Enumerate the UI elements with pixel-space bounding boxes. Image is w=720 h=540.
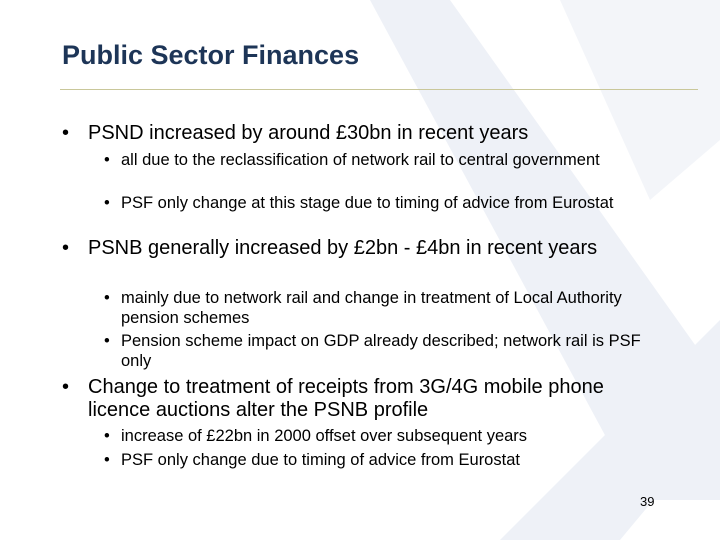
bullet: • PSND increased by around £30bn in recen… xyxy=(62,122,642,145)
bullet-text: PSND increased by around £30bn in recent… xyxy=(88,122,529,144)
bullet-text: Pension scheme impact on GDP already des… xyxy=(121,332,641,370)
bullet-marker: • xyxy=(104,451,110,469)
sub-bullet: • increase of £22bn in 2000 offset over s… xyxy=(104,426,660,446)
sub-bullet: • all due to the reclassification of netw… xyxy=(104,150,660,170)
bullet: • Change to treatment of receipts from 3G… xyxy=(62,376,642,422)
sub-bullet: • PSF only change due to timing of advice… xyxy=(104,450,660,470)
bullet-marker: • xyxy=(104,332,110,350)
page-number: 39 xyxy=(640,494,655,509)
bullet-marker: • xyxy=(104,289,110,307)
bullet-text: PSF only change at this stage due to tim… xyxy=(121,194,614,212)
title-rule xyxy=(60,89,698,90)
bullet-marker: • xyxy=(104,151,110,169)
bullet: • PSNB generally increased by £2bn - £4bn… xyxy=(62,237,642,260)
bullet-text: increase of £22bn in 2000 offset over su… xyxy=(121,427,528,445)
sub-bullet: • PSF only change at this stage due to ti… xyxy=(104,193,660,213)
bullet-marker: • xyxy=(104,194,110,212)
bullet-text: all due to the reclassification of netwo… xyxy=(121,151,600,169)
bullet-marker: • xyxy=(62,122,70,144)
bullet-text: PSNB generally increased by £2bn - £4bn … xyxy=(88,237,598,259)
bullet-text: Change to treatment of receipts from 3G/… xyxy=(88,376,604,421)
slide-title: Public Sector Finances xyxy=(62,40,360,70)
sub-bullet: • mainly due to network rail and change i… xyxy=(104,288,660,328)
bullet-marker: • xyxy=(62,376,70,398)
bullet-text: PSF only change due to timing of advice … xyxy=(121,451,520,469)
bullet-marker: • xyxy=(62,237,70,259)
bullet-text: mainly due to network rail and change in… xyxy=(121,289,622,327)
sub-bullet: • Pension scheme impact on GDP already de… xyxy=(104,331,660,371)
bullet-marker: • xyxy=(104,427,110,445)
